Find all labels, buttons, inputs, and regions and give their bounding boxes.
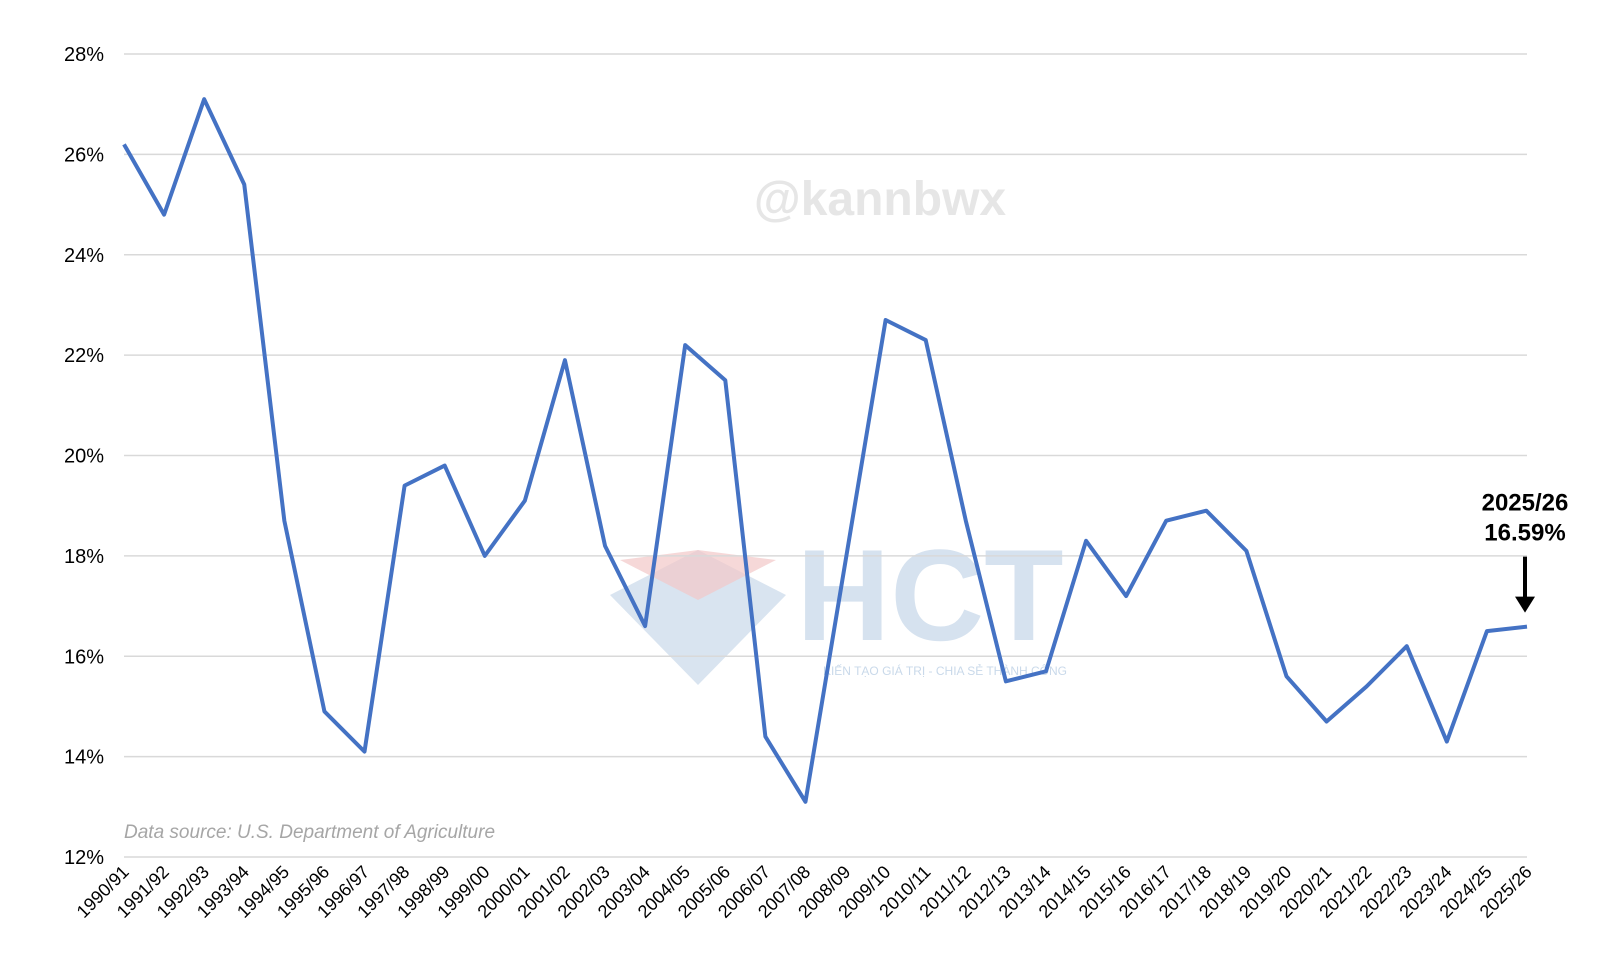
y-tick-label: 20%: [64, 446, 104, 468]
watermark: @kannbwx: [754, 173, 1006, 226]
y-tick-label: 28%: [64, 44, 104, 66]
source-note: Data source: U.S. Department of Agricult…: [124, 822, 495, 843]
y-tick-label: 22%: [64, 345, 104, 367]
logo-shape: [620, 550, 776, 600]
y-tick-label: 24%: [64, 245, 104, 267]
annotation: 2025/26: [1482, 490, 1569, 517]
y-tick-label: 26%: [64, 144, 104, 166]
y-tick-label: 16%: [64, 646, 104, 668]
y-tick-label: 14%: [64, 747, 104, 769]
annotation-arrowhead: [1515, 596, 1535, 613]
y-tick-label: 12%: [64, 847, 104, 869]
data-line: [122, 97, 1528, 804]
y-tick-label: 18%: [64, 546, 104, 568]
logo-shape: [610, 550, 786, 685]
watermark: HCT: [796, 522, 1063, 668]
annotation: 16.59%: [1484, 520, 1565, 547]
